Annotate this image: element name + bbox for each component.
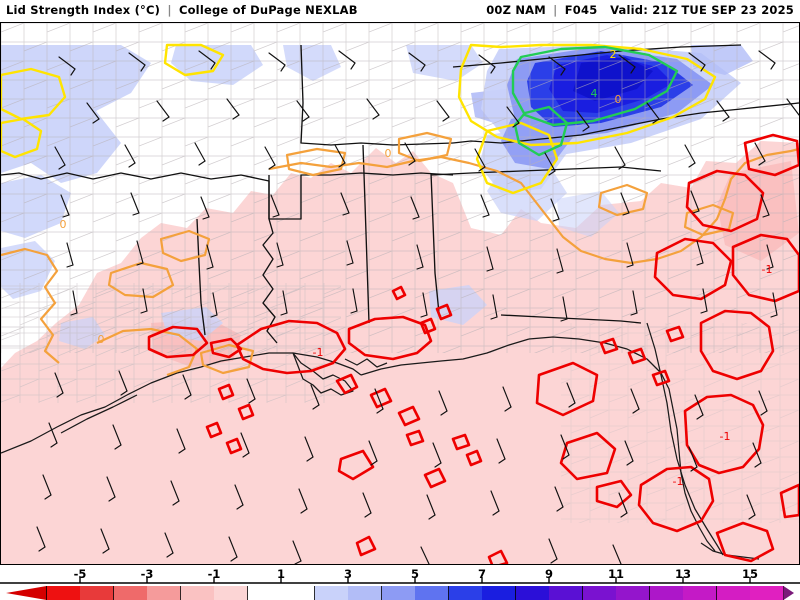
colorbar[interactable]: -5 -3 -1 1 3 5 7 9 11 13 15 [0,566,800,600]
colorbar-band [314,586,348,600]
colorbar-axis-line [0,577,800,584]
colorbar-band [616,586,650,600]
contour-two [1,43,717,195]
map-layers: 0 0 0 0 2 4 -1 -1 -1 -1 [1,23,799,564]
colorbar-tick-label: 15 [741,567,759,581]
colorbar-tick-label: 3 [343,567,353,581]
colorbar-tick-label: -1 [207,567,221,581]
colorbar-band [683,586,717,600]
colorbar-band [80,586,114,600]
colorbar-band [750,586,784,600]
state-borders-layer [1,44,799,344]
colorbar-tick-label: 13 [674,567,692,581]
colorbar-band [649,586,683,600]
colorbar-band [147,586,181,600]
colorbar-band [448,586,482,600]
map-header: Lid Strength Index (°C) | College of DuP… [0,0,800,22]
colorbar-tick-label: -5 [73,567,87,581]
colorbar-band [180,586,214,600]
colorbar-band [515,586,549,600]
colorbar-under-arrow [6,586,47,600]
colorbar-band [247,586,281,600]
colorbar-band [716,586,750,600]
forecast-hour-label: F045 [564,3,598,17]
model-run-label: 00Z NAM [486,3,546,17]
colorbar-tick-label: 11 [607,567,625,581]
colorbar-over-arrow [783,586,794,600]
colorbar-band [482,586,516,600]
contour-four [511,45,679,157]
colorbar-band [381,586,415,600]
colorbar-gradient[interactable] [0,586,800,600]
coastline-layer [1,322,760,560]
contour-labels-layer: 0 0 0 0 2 4 -1 -1 -1 -1 [60,48,773,488]
contour-label: 0 [60,218,67,231]
colorbar-tick-label: 1 [276,567,286,581]
colorbar-tick-label: 5 [410,567,420,581]
contour-label: 2 [610,48,617,61]
contour-label: 0 [385,147,392,160]
contour-label: -1 [720,430,731,443]
contour-minus-one [147,133,799,564]
colorbar-band [214,586,248,600]
valid-time-label: Valid: 21Z TUE SEP 23 2025 [610,3,794,17]
colorbar-tick-label: 7 [477,567,487,581]
colorbar-band [582,586,616,600]
colorbar-tick-label: 9 [544,567,554,581]
header-left-text: Lid Strength Index (°C) | College of DuP… [6,3,358,17]
header-separator-right: | [553,3,558,17]
contour-label: 4 [591,87,598,100]
contour-label: -1 [313,346,324,359]
wind-barbs-layer [36,50,799,564]
colorbar-band [46,586,80,600]
data-source-label: College of DuPage NEXLAB [178,3,358,17]
contour-zero [1,131,799,377]
colorbar-axis: -5 -3 -1 1 3 5 7 9 11 13 15 [0,566,800,584]
colorbar-band [348,586,382,600]
colorbar-band [549,586,583,600]
header-right-text: 00Z NAM | F045 Valid: 21Z TUE SEP 23 202… [486,3,794,17]
colorbar-band [415,586,449,600]
product-title: Lid Strength Index (°C) [6,3,161,17]
colorbar-tick-label: -3 [140,567,154,581]
contour-label: 0 [98,333,105,346]
contour-label: -1 [762,263,773,276]
colorbar-band [113,586,147,600]
colorbar-band [281,586,315,600]
contour-label: 0 [615,93,622,106]
contour-label: -1 [673,475,684,488]
header-separator-left: | [167,3,172,17]
map-canvas[interactable]: 0 0 0 0 2 4 -1 -1 -1 -1 [0,22,800,565]
map-graphic: 0 0 0 0 2 4 -1 -1 -1 -1 [1,23,799,564]
